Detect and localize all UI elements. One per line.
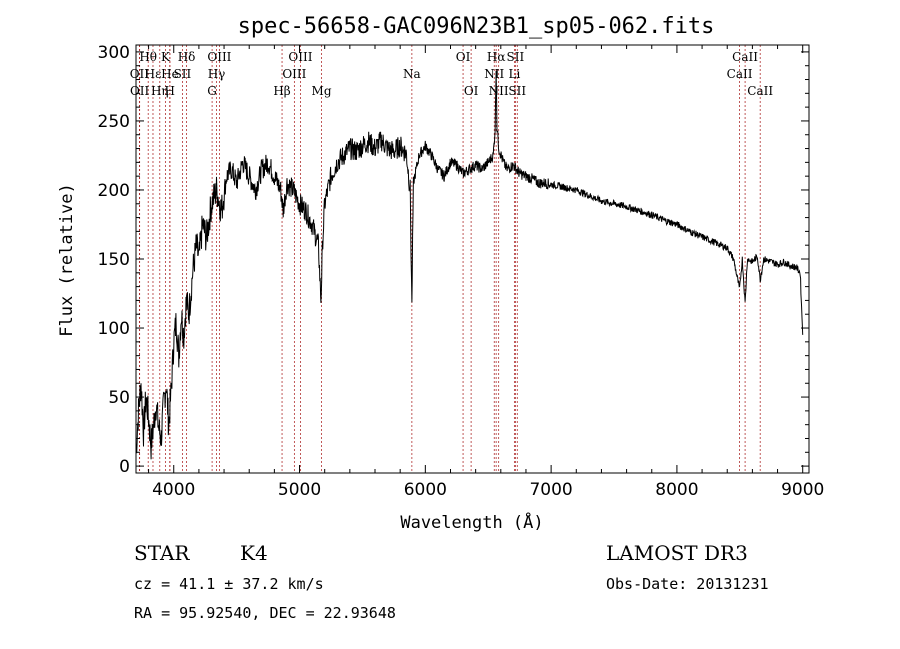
y-axis-label: Flux (relative) [57, 183, 77, 337]
x-tick-label: 5000 [278, 480, 321, 500]
line-label: OIII [282, 67, 306, 81]
y-tick-label: 0 [119, 457, 130, 477]
object-type: STAR [134, 541, 190, 565]
x-tick-label: 6000 [404, 480, 447, 500]
coordinates: RA = 95.92540, DEC = 22.93648 [134, 604, 396, 622]
line-label: Hε [145, 67, 162, 81]
y-axis-ticks: 0 50 100 150 200 250 300 [98, 43, 809, 477]
line-label: K [161, 50, 171, 64]
line-label: NII [484, 67, 504, 81]
line-label: He [161, 67, 179, 81]
line-label: H [164, 84, 174, 98]
line-label: Hα [487, 50, 506, 64]
emission-line-markers [138, 45, 761, 473]
redshift-value: cz = 41.1 ± 37.2 km/s [134, 575, 324, 593]
line-label: G [207, 84, 217, 98]
x-tick-label: 9000 [781, 480, 824, 500]
line-label: Hδ [178, 50, 196, 64]
line-label: Mg [312, 84, 332, 98]
line-label: CaII [747, 84, 773, 98]
y-tick-label: 200 [98, 181, 130, 201]
x-tick-label: 8000 [655, 480, 698, 500]
y-tick-label: 300 [98, 43, 130, 63]
line-label: OII [130, 67, 150, 81]
line-label: OI [456, 50, 471, 64]
y-tick-label: 50 [108, 388, 130, 408]
plot-frame [135, 44, 810, 474]
y-tick-label: 150 [98, 250, 130, 270]
line-label: Hθ [139, 50, 157, 64]
x-axis-label: Wavelength (Å) [400, 511, 543, 533]
line-label: Hη [151, 84, 169, 98]
survey-name: LAMOST DR3 [606, 541, 748, 565]
x-tick-label: 7000 [529, 480, 572, 500]
x-tick-label: 4000 [152, 480, 195, 500]
line-label: SII [174, 67, 192, 81]
line-label: OI [464, 84, 479, 98]
line-label: NII [489, 84, 509, 98]
spectral-subclass: K4 [240, 541, 268, 565]
line-label: OIII [288, 50, 312, 64]
line-label: OII [130, 84, 150, 98]
line-label: CaII [732, 50, 758, 64]
spectrum-line [135, 70, 804, 460]
y-tick-label: 250 [98, 112, 130, 132]
line-label: SII [507, 50, 525, 64]
x-axis-ticks: 4000 5000 6000 7000 8000 9000 [148, 45, 824, 500]
line-label: Na [403, 67, 421, 81]
line-label: CaII [727, 67, 753, 81]
observation-date: Obs-Date: 20131231 [606, 575, 769, 593]
line-label: SII [508, 84, 526, 98]
y-tick-label: 100 [98, 319, 130, 339]
line-label: Hβ [273, 84, 290, 98]
chart-title: spec-56658-GAC096N23B1_sp05-062.fits [238, 14, 715, 39]
line-label: Li [508, 67, 520, 81]
line-label: Hγ [208, 67, 226, 81]
line-label: OIII [207, 50, 231, 64]
